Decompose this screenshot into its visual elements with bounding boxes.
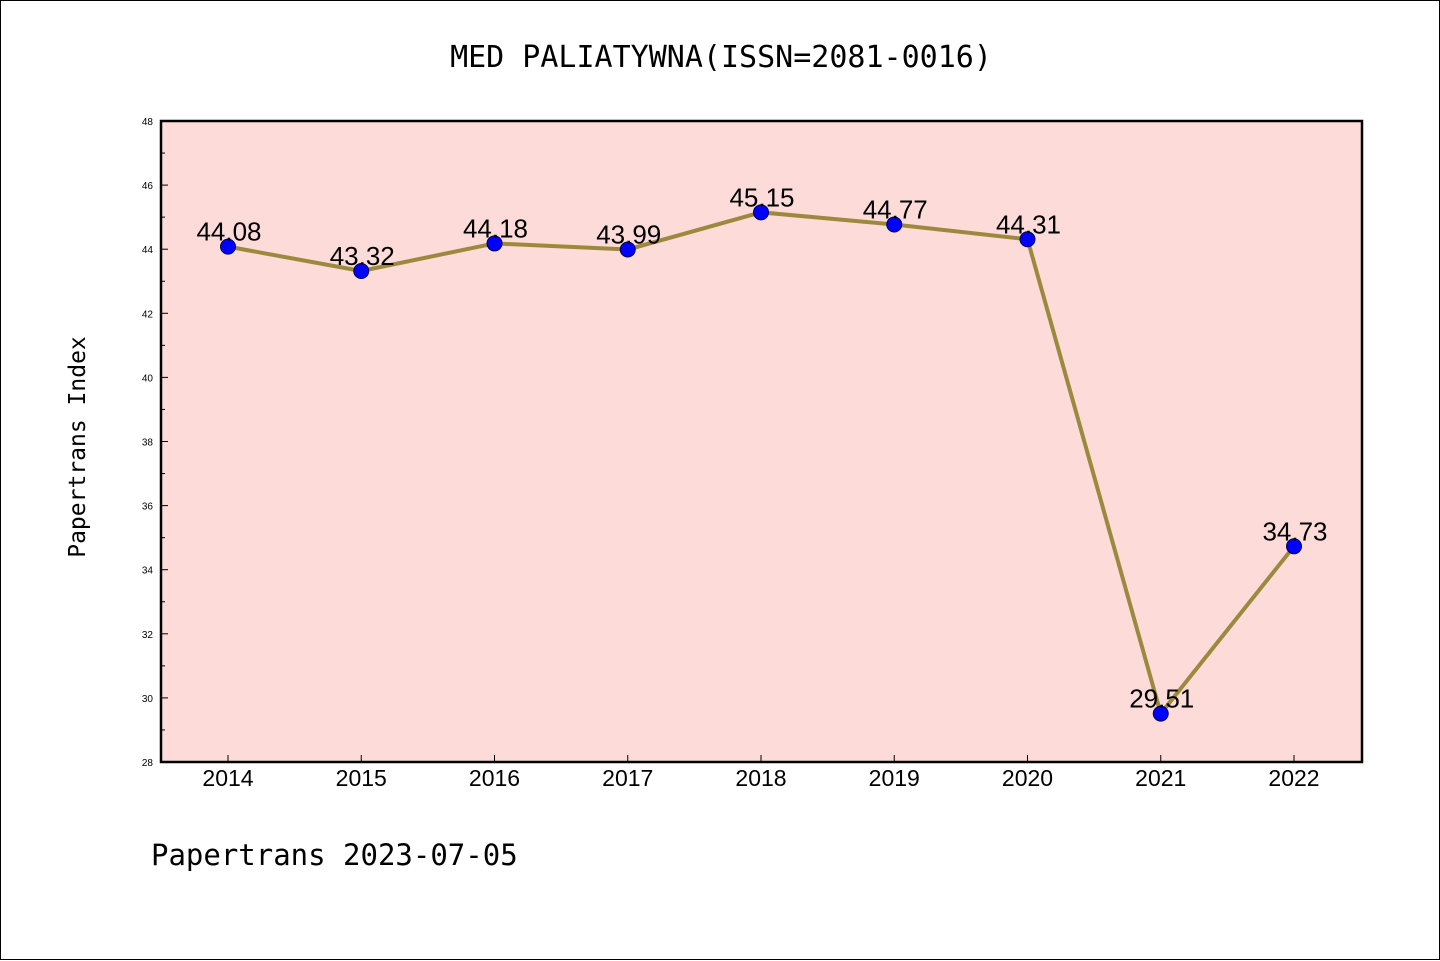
y-tick-label: 42 — [142, 309, 154, 320]
data-point — [753, 204, 769, 221]
data-label: 44.77 — [863, 195, 928, 225]
data-point — [1286, 538, 1302, 555]
y-tick-label: 32 — [142, 630, 154, 641]
data-label: 44.08 — [196, 217, 261, 247]
data-point — [486, 235, 503, 252]
data-point — [1152, 705, 1169, 722]
y-tick-label: 44 — [142, 245, 154, 256]
x-tick-label: 2016 — [469, 765, 520, 791]
y-tick-label: 48 — [142, 117, 154, 128]
data-label: 43.99 — [596, 220, 661, 250]
x-tick-label: 2022 — [1268, 765, 1319, 791]
x-tick-label: 2018 — [735, 765, 786, 791]
data-label: 43.32 — [330, 241, 395, 271]
data-point — [220, 238, 236, 255]
y-tick-label: 28 — [142, 758, 154, 769]
x-tick-label: 2015 — [336, 765, 387, 791]
plot-area — [161, 121, 1362, 762]
data-label: 29.51 — [1129, 684, 1194, 714]
x-tick-label: 2019 — [869, 765, 920, 791]
data-point — [353, 262, 370, 279]
x-tick-label: 2021 — [1135, 765, 1186, 791]
plot-border — [159, 119, 1364, 764]
series-markers — [220, 204, 1302, 722]
y-tick-label: 38 — [142, 438, 154, 449]
data-point — [886, 216, 903, 233]
y-tick-label: 40 — [142, 373, 154, 384]
x-tick-label: 2020 — [1002, 765, 1053, 791]
x-axis-ticks: 2014 2015 2016 2017 2018 2019 2020 2021 2022 — [202, 755, 1320, 791]
chart-title: MED PALIATYWNA(ISSN=2081-0016) — [450, 40, 992, 75]
data-label: 45.15 — [729, 182, 794, 212]
y-tick-label: 34 — [142, 566, 154, 577]
data-point — [619, 241, 636, 258]
data-label: 44.18 — [463, 213, 528, 243]
data-label: 44.31 — [996, 209, 1061, 239]
data-labels: 44.08 43.32 44.18 43.99 45.15 44.77 44.31 29.51… — [196, 182, 1327, 713]
y-tick-label: 30 — [142, 694, 154, 705]
data-label: 34.73 — [1262, 516, 1327, 546]
y-tick-label: 36 — [142, 502, 154, 513]
footer-text: Papertrans 2023-07-05 — [151, 838, 518, 872]
x-tick-label: 2014 — [202, 765, 253, 791]
y-tick-label: 46 — [142, 181, 154, 192]
x-tick-label: 2017 — [602, 765, 653, 791]
data-point — [1019, 231, 1036, 248]
y-axis-label: Papertrans Index — [65, 336, 91, 558]
